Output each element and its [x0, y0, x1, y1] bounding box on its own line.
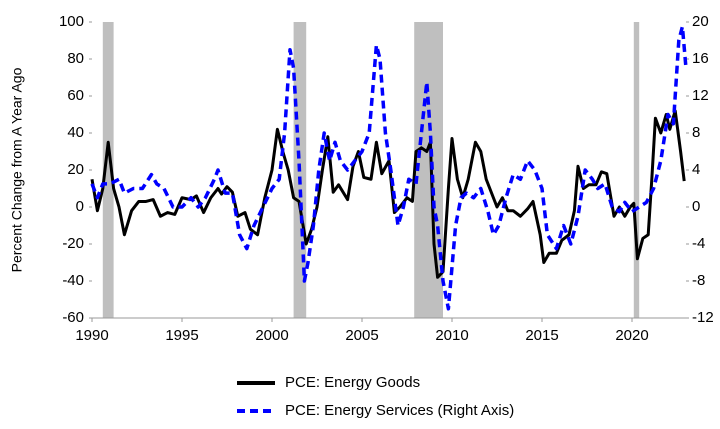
x-tick-label: 1990	[75, 327, 108, 344]
series-line	[90, 109, 686, 279]
y2-tick-label: 12	[692, 87, 709, 104]
x-tick-label: 2000	[255, 327, 288, 344]
y2-tick-label: 16	[692, 50, 709, 67]
x-tick-label: 2015	[525, 327, 558, 344]
y2-tick-label: -4	[692, 235, 705, 252]
recession-band	[633, 22, 640, 318]
y-tick-label: -60	[62, 309, 84, 326]
y-tick-label: 80	[67, 50, 84, 67]
legend-label: PCE: Energy Goods	[285, 374, 420, 391]
y2-tick-label: 8	[692, 124, 700, 141]
y-tick-label: -20	[62, 235, 84, 252]
y-axis-label: Percent Change from A Year Ago	[9, 67, 25, 272]
y2-tick-label: -8	[692, 272, 705, 289]
y-tick-label: 40	[67, 124, 84, 141]
x-tick-label: 1995	[165, 327, 198, 344]
y-tick-label: 20	[67, 161, 84, 178]
legend-label: PCE: Energy Services (Right Axis)	[285, 402, 514, 419]
y2-tick-label: 0	[692, 198, 700, 215]
y2-tick-label: 20	[692, 13, 709, 30]
y-tick-label: -40	[62, 272, 84, 289]
y-tick-label: 0	[76, 198, 84, 215]
y2-tick-label: 4	[692, 161, 700, 178]
series-line	[90, 24, 688, 311]
x-tick-label: 2010	[435, 327, 468, 344]
y-tick-label: 60	[67, 87, 84, 104]
recession-band	[102, 22, 114, 318]
y-tick-label: 100	[59, 13, 84, 30]
x-tick-label: 2020	[615, 327, 648, 344]
y2-tick-label: -12	[692, 309, 714, 326]
x-tick-label: 2005	[345, 327, 378, 344]
